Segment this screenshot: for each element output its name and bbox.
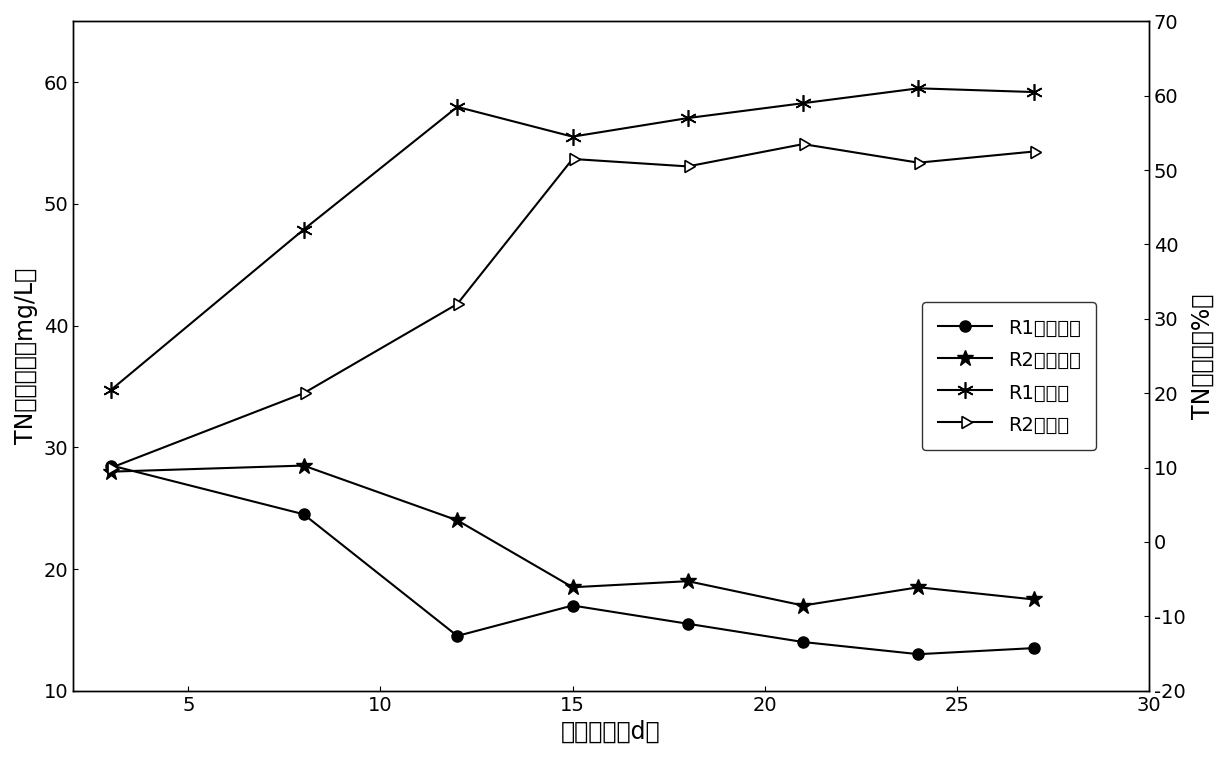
R1去除率 (565, 132, 580, 141)
R2出水浓度 (1026, 595, 1041, 604)
R1去除率 (104, 385, 119, 394)
R1去除率 (795, 99, 810, 108)
R1出水浓度 (1026, 644, 1041, 653)
R2去除率 (296, 389, 311, 398)
R1出水浓度 (911, 650, 925, 659)
R1去除率 (296, 225, 311, 234)
R1去除率 (681, 114, 696, 123)
R2出水浓度 (450, 515, 465, 525)
R1出水浓度 (104, 461, 119, 470)
R2出水浓度 (296, 461, 311, 470)
R1出水浓度 (681, 619, 696, 628)
Y-axis label: TN出水浓度（mg/L）: TN出水浓度（mg/L） (14, 268, 38, 444)
Legend: R1出水浓度, R2出水浓度, R1去除率, R2去除率: R1出水浓度, R2出水浓度, R1去除率, R2去除率 (922, 302, 1096, 450)
Y-axis label: TN去除率（%）: TN去除率（%） (1191, 293, 1215, 418)
R1出水浓度 (795, 637, 810, 647)
R2去除率 (911, 158, 925, 168)
Line: R2去除率: R2去除率 (104, 137, 1041, 475)
R2出水浓度 (565, 583, 580, 592)
R2去除率 (681, 162, 696, 171)
R2去除率 (795, 139, 810, 149)
R1去除率 (1026, 87, 1041, 96)
R1出水浓度 (565, 601, 580, 610)
R1去除率 (450, 102, 465, 111)
Line: R1出水浓度: R1出水浓度 (106, 460, 1040, 659)
R2出水浓度 (104, 467, 119, 476)
R2去除率 (104, 463, 119, 472)
R1去除率 (911, 84, 925, 93)
R2出水浓度 (795, 601, 810, 610)
R2出水浓度 (911, 583, 925, 592)
X-axis label: 运行时间（d）: 运行时间（d） (562, 720, 661, 744)
Line: R2出水浓度: R2出水浓度 (103, 457, 1042, 614)
R2去除率 (1026, 147, 1041, 156)
R2去除率 (565, 155, 580, 164)
R2去除率 (450, 299, 465, 309)
Line: R1去除率: R1去除率 (103, 80, 1042, 398)
R2出水浓度 (681, 577, 696, 586)
R1出水浓度 (296, 509, 311, 518)
R1出水浓度 (450, 631, 465, 641)
